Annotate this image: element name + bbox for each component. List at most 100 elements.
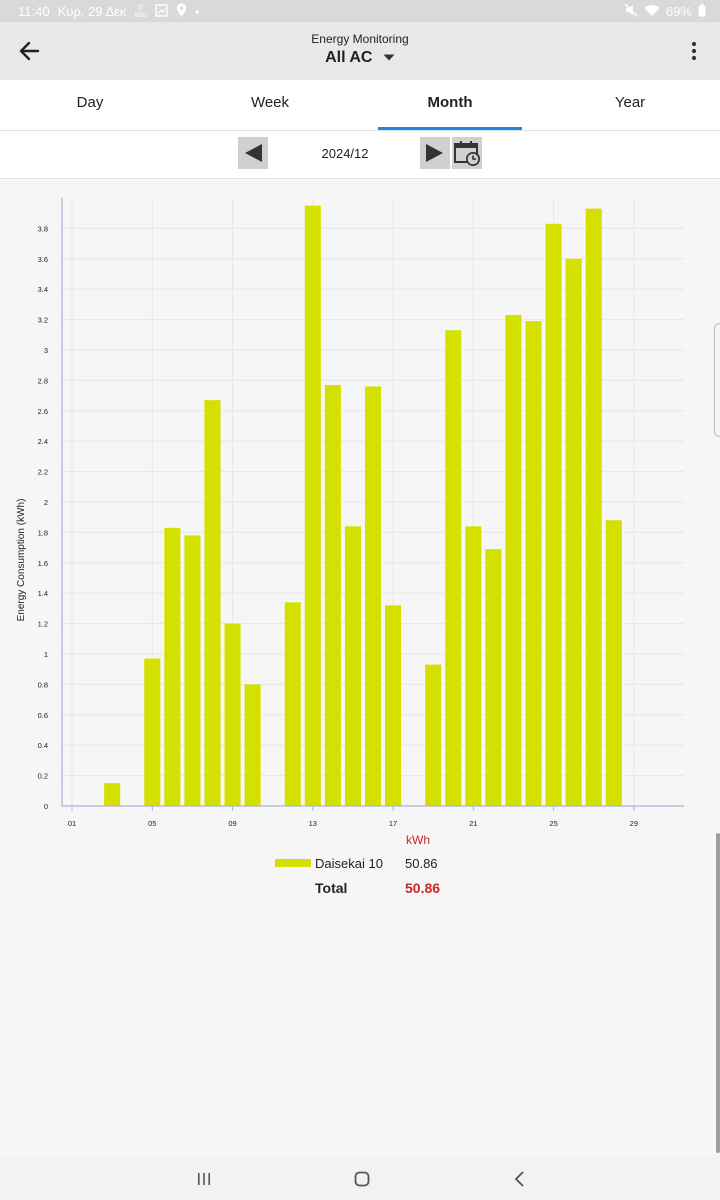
y-tick-label: 1.6: [38, 559, 48, 568]
triangle-right-icon: [426, 144, 443, 162]
chart-bars: [104, 205, 622, 807]
data-rate-unit: KB/s: [134, 12, 147, 19]
bar-day-5[interactable]: [144, 658, 161, 806]
energy-chart: 0 0.2 0.4 0.6 0.8 1 1.2 1.4 1.6 1.8 2 2.2 2.4 2.6 2.8 3…: [0, 180, 720, 920]
overflow-menu-button[interactable]: [686, 38, 702, 64]
bar-day-7[interactable]: [184, 535, 201, 806]
tab-week[interactable]: Week: [250, 94, 290, 111]
period-navigation: 2024/12: [0, 131, 720, 179]
y-tick-label: 2.4: [38, 437, 48, 446]
unit-label: kWh: [406, 833, 430, 847]
legend-series-name: Daisekai 10: [315, 856, 383, 871]
x-tick-label: 13: [309, 819, 317, 828]
bar-day-27[interactable]: [585, 208, 602, 806]
y-tick-label: 1: [44, 650, 48, 659]
period-tabs: Day Week Month Year: [0, 80, 720, 131]
data-rate-indicator: 0 KB/s: [134, 2, 147, 20]
y-tick-label: 2: [44, 498, 48, 507]
home-icon: [354, 1171, 370, 1187]
tab-month[interactable]: Month: [427, 94, 473, 111]
wifi-icon: [644, 4, 660, 20]
calendar-clock-icon: [454, 141, 480, 166]
app-bar: Energy Monitoring All AC: [0, 22, 720, 80]
bar-day-6[interactable]: [164, 527, 181, 806]
status-time: 11:40: [18, 4, 50, 19]
bar-day-28[interactable]: [605, 520, 622, 806]
y-tick-label: 1.8: [38, 528, 48, 537]
recent-apps-icon: [198, 1173, 210, 1185]
x-tick-label: 01: [68, 819, 76, 828]
total-value: 50.86: [405, 880, 441, 896]
period-label: 2024/12: [321, 146, 369, 161]
home-button[interactable]: [347, 1167, 377, 1191]
x-tick-label: 17: [389, 819, 397, 828]
system-back-button[interactable]: [505, 1167, 535, 1191]
bar-day-9[interactable]: [224, 623, 241, 806]
battery-icon: [698, 3, 706, 20]
bar-day-10[interactable]: [244, 684, 261, 806]
bar-day-8[interactable]: [204, 400, 221, 806]
image-notification-icon: [155, 3, 168, 20]
legend-swatch: [275, 859, 311, 867]
y-tick-label: 2.6: [38, 407, 48, 416]
legend-series-value: 50.86: [405, 856, 438, 871]
calendar-button[interactable]: [452, 137, 482, 169]
previous-period-button[interactable]: [238, 137, 268, 169]
tab-day[interactable]: Day: [76, 94, 104, 111]
bar-day-20[interactable]: [445, 330, 462, 806]
bar-day-15[interactable]: [344, 526, 361, 806]
y-tick-label: 3.6: [38, 255, 48, 264]
chart-axes: 0 0.2 0.4 0.6 0.8 1 1.2 1.4 1.6 1.8 2 2.2 2.4 2.6 2.8 3…: [38, 198, 684, 828]
bar-day-22[interactable]: [485, 549, 502, 806]
page-title: Energy Monitoring: [311, 32, 409, 46]
chevron-left-icon: [514, 1171, 524, 1187]
battery-percent: 69%: [665, 4, 692, 19]
y-tick-label: 1.2: [38, 620, 48, 629]
recent-apps-button[interactable]: [189, 1167, 219, 1191]
x-tick-label: 05: [148, 819, 156, 828]
more-vertical-icon: [691, 41, 697, 61]
y-tick-label: 3.8: [38, 224, 48, 233]
mute-icon: [624, 3, 638, 20]
bar-day-3[interactable]: [104, 783, 121, 806]
y-axis-title: Energy Consumption (kWh): [16, 499, 27, 622]
bar-chart: 0 0.2 0.4 0.6 0.8 1 1.2 1.4 1.6 1.8 2 2.2 2.4 2.6 2.8 3…: [16, 198, 684, 847]
y-tick-label: 2.8: [38, 376, 48, 385]
scrollbar[interactable]: [716, 833, 720, 1153]
y-tick-label: 0.4: [38, 741, 48, 750]
y-tick-label: 2.2: [38, 468, 48, 477]
location-icon: [176, 3, 187, 20]
bar-day-16[interactable]: [364, 386, 382, 806]
dot-icon: •: [194, 4, 200, 19]
system-navigation-bar: [0, 1157, 720, 1200]
edge-panel-handle[interactable]: [714, 323, 720, 437]
bar-day-23[interactable]: [505, 315, 522, 806]
bar-day-24[interactable]: [525, 321, 542, 806]
bar-day-13[interactable]: [304, 205, 321, 807]
y-tick-label: 0.8: [38, 680, 48, 689]
x-tick-label: 21: [469, 819, 477, 828]
y-tick-label: 0: [44, 802, 48, 811]
bar-day-17[interactable]: [385, 605, 402, 806]
back-arrow-icon: [19, 41, 40, 61]
device-selector[interactable]: All AC: [0, 49, 720, 67]
y-tick-label: 3: [44, 346, 48, 355]
y-tick-label: 3.4: [38, 285, 48, 294]
y-tick-label: 0.2: [38, 772, 48, 781]
x-tick-label: 29: [630, 819, 638, 828]
bar-day-26[interactable]: [565, 258, 582, 806]
y-tick-label: 3.2: [38, 316, 48, 325]
status-bar: 11:40 Κυρ, 29 Δεκ 0 KB/s • 69%: [0, 0, 720, 22]
data-rate-value: 0: [138, 2, 143, 12]
back-button[interactable]: [14, 36, 44, 66]
bar-day-12[interactable]: [284, 602, 301, 806]
tab-year[interactable]: Year: [614, 94, 646, 111]
bar-day-14[interactable]: [324, 384, 341, 806]
next-period-button[interactable]: [420, 137, 450, 169]
total-label: Total: [315, 880, 348, 896]
bar-day-21[interactable]: [465, 526, 482, 806]
triangle-left-icon: [245, 144, 262, 162]
bar-day-19[interactable]: [425, 664, 442, 806]
x-tick-label: 25: [549, 819, 557, 828]
bar-day-25[interactable]: [545, 223, 562, 807]
